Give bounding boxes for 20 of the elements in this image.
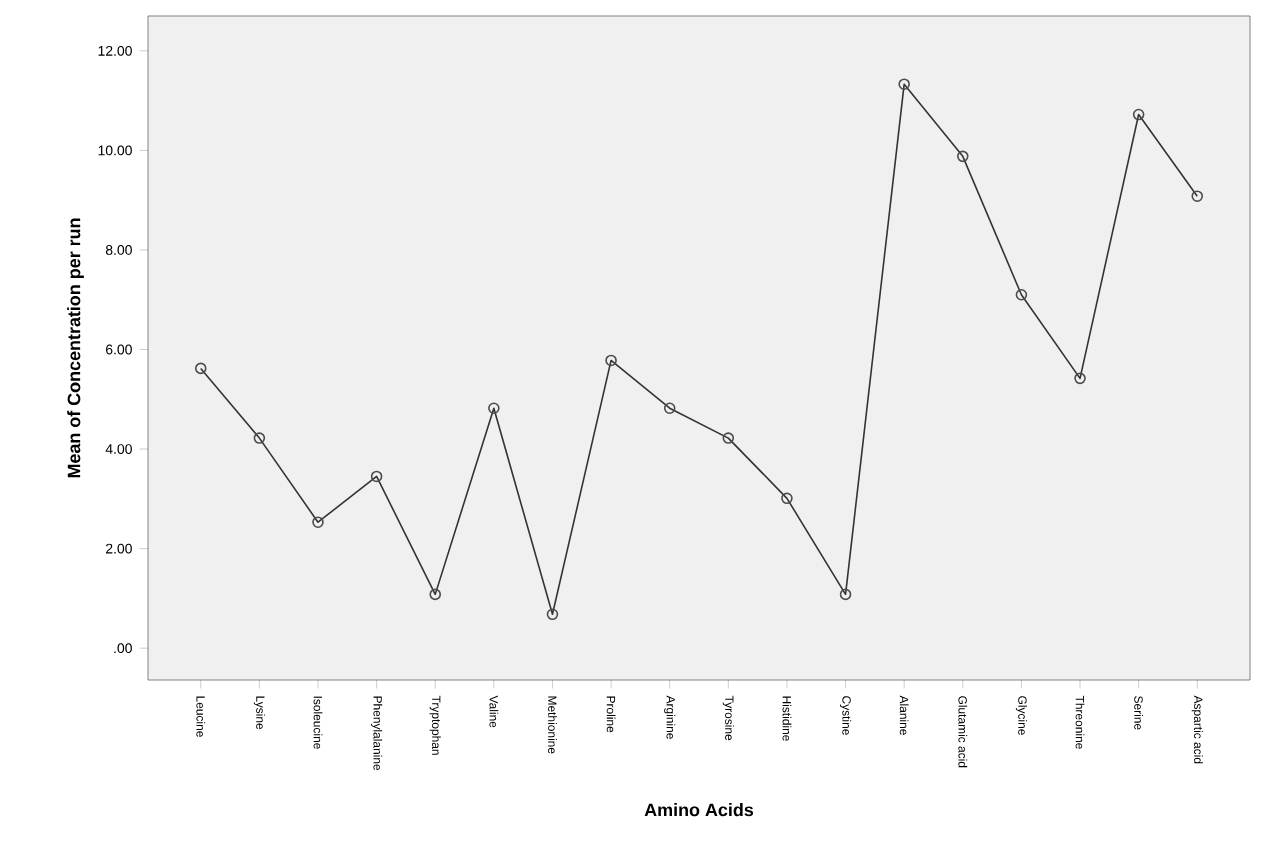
point [194, 362, 207, 375]
point [605, 354, 617, 367]
point [312, 516, 324, 528]
point [488, 402, 500, 415]
point [546, 608, 559, 621]
point [1074, 372, 1086, 385]
point [781, 492, 793, 505]
point [429, 588, 442, 601]
point [722, 432, 735, 444]
x-axis-title: Amino Acids [644, 803, 754, 817]
point [898, 78, 910, 90]
y-axis-title: Mean of Concentration per run [67, 218, 84, 478]
point [253, 432, 266, 444]
point [370, 470, 383, 483]
point [1191, 190, 1204, 202]
point [1132, 108, 1145, 121]
point [839, 588, 852, 601]
point [1015, 288, 1028, 301]
point [663, 402, 676, 415]
point [957, 150, 969, 163]
